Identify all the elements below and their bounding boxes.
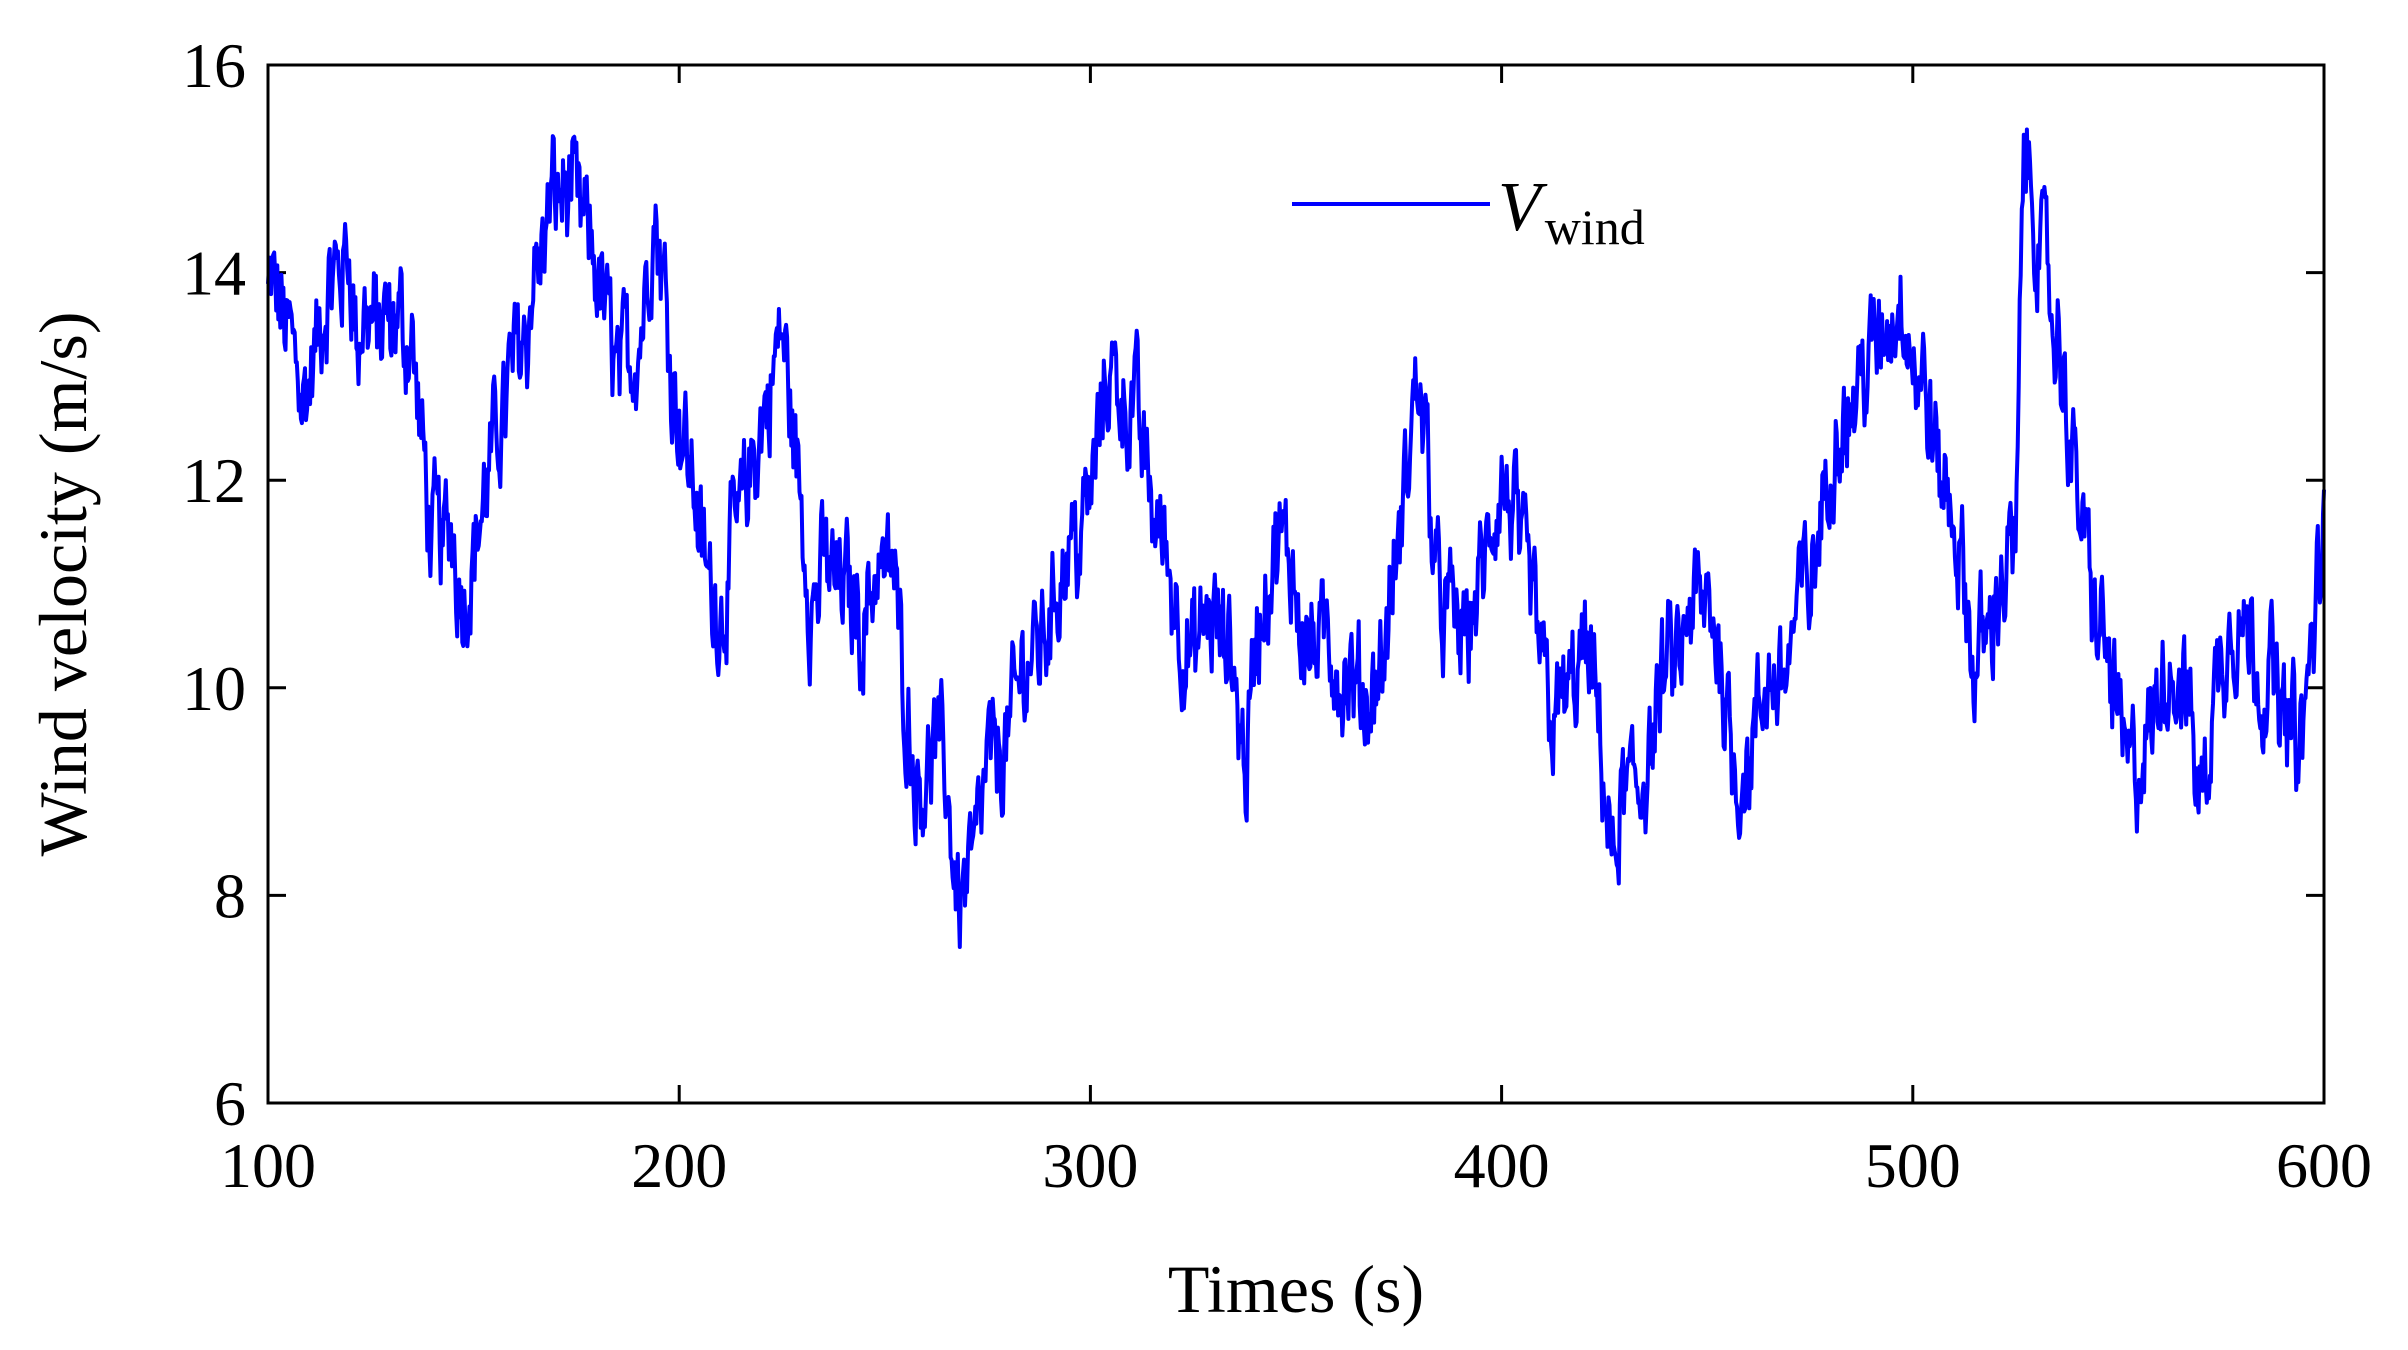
legend: Vwind (1292, 169, 1645, 255)
y-tick-label-2: 10 (182, 653, 246, 724)
tick-marks (266, 63, 2326, 1105)
y-tick-label-1: 8 (214, 860, 246, 931)
x-tick-label-1: 200 (631, 1130, 727, 1201)
y-axis-title: Wind velocity (m/s) (25, 312, 101, 857)
legend-label: Vwind (1498, 169, 1645, 255)
legend-series-subscript: wind (1545, 199, 1645, 255)
y-tick-labels: 6 8 10 12 14 16 (182, 30, 246, 1139)
y-tick-label-4: 14 (182, 238, 246, 309)
x-axis-title: Times (s) (1168, 1251, 1424, 1327)
y-tick-label-0: 6 (214, 1068, 246, 1139)
plot-area-frame (266, 63, 2326, 1105)
x-tick-label-5: 600 (2276, 1130, 2372, 1201)
x-tick-label-4: 500 (1865, 1130, 1961, 1201)
x-tick-label-2: 300 (1042, 1130, 1138, 1201)
x-tick-label-3: 400 (1454, 1130, 1550, 1201)
series-layer (266, 127, 2326, 949)
x-tick-labels: 100 200 300 400 500 600 (220, 1130, 2372, 1201)
x-tick-label-0: 100 (220, 1130, 316, 1201)
series-line-wind-velocity (266, 127, 2326, 949)
y-tick-label-5: 16 (182, 30, 246, 101)
legend-series-name: V (1498, 169, 1548, 246)
y-tick-label-3: 12 (182, 445, 246, 516)
